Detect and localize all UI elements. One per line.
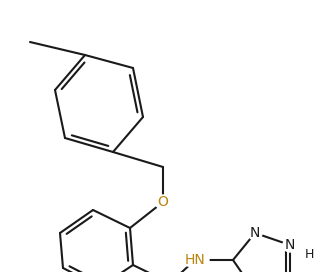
Text: N: N	[285, 238, 295, 252]
Text: N: N	[250, 226, 260, 240]
Text: O: O	[158, 195, 168, 209]
Ellipse shape	[248, 226, 262, 240]
Ellipse shape	[155, 195, 171, 209]
Ellipse shape	[283, 238, 297, 252]
Ellipse shape	[181, 253, 209, 267]
Text: H: H	[305, 249, 314, 261]
Text: HN: HN	[185, 253, 205, 267]
